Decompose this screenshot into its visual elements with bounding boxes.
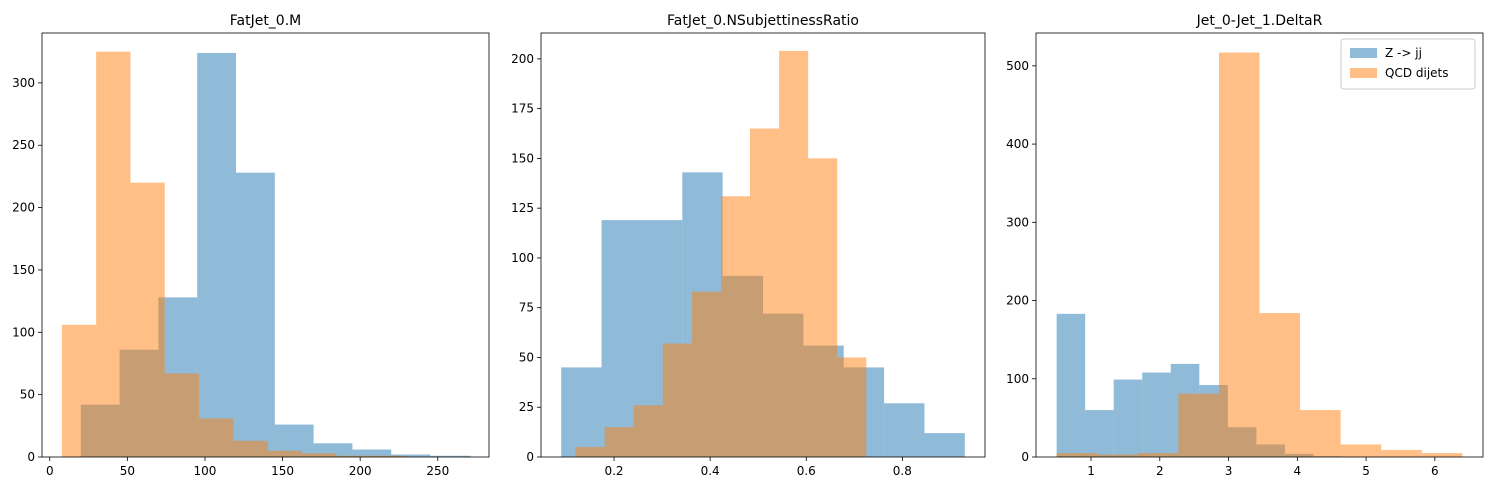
y-tick-label: 150 bbox=[511, 151, 534, 165]
y-tick-label: 50 bbox=[20, 388, 35, 402]
histogram-bar bbox=[662, 343, 692, 457]
subplot-2: 0.2 0.4 0.6 0.8 0 25 50 75 100 125 150 175 200 FatJet… bbox=[511, 13, 986, 478]
histogram-bar bbox=[691, 291, 721, 457]
histogram-bar bbox=[130, 182, 165, 457]
x-tick-label: 250 bbox=[426, 464, 449, 478]
histogram-bar bbox=[199, 418, 234, 457]
series-qcd-dijets bbox=[575, 50, 867, 457]
histogram-bar bbox=[1137, 453, 1179, 457]
x-tick-label: 3 bbox=[1225, 464, 1233, 478]
y-tick-label: 250 bbox=[12, 138, 35, 152]
histogram-bar bbox=[197, 52, 237, 457]
histogram-bar bbox=[750, 128, 780, 457]
subplot-title: FatJet_0.NSubjettinessRatio bbox=[667, 13, 859, 29]
x-tick-label: 1 bbox=[1087, 464, 1095, 478]
legend-entry-label: QCD dijets bbox=[1385, 66, 1449, 80]
y-tick-label: 0 bbox=[27, 450, 35, 464]
histogram-bar bbox=[267, 450, 302, 457]
y-tick-label: 200 bbox=[511, 52, 534, 66]
x-tick-label: 200 bbox=[349, 464, 372, 478]
histogram-bar bbox=[1113, 379, 1143, 457]
histogram-bar bbox=[1340, 444, 1382, 457]
histogram-bar bbox=[1097, 454, 1138, 457]
histogram-bar bbox=[1142, 372, 1171, 457]
y-tick-label: 125 bbox=[511, 201, 534, 215]
y-tick-label: 400 bbox=[1006, 137, 1029, 151]
series-qcd-dijets bbox=[61, 51, 405, 458]
subplot-title: FatJet_0.M bbox=[230, 13, 302, 29]
histogram-bar bbox=[575, 447, 605, 457]
x-tick-label: 0.6 bbox=[797, 464, 816, 478]
histogram-bar bbox=[1218, 52, 1260, 458]
histogram-bar bbox=[779, 50, 809, 457]
y-tick-label: 200 bbox=[12, 201, 35, 215]
histogram-bar bbox=[1056, 453, 1098, 457]
y-tick-label: 300 bbox=[1006, 215, 1029, 229]
x-tick-label: 0.4 bbox=[701, 464, 720, 478]
subplot-1: 0 50 100 150 200 250 0 50 100 150 200 250 300 FatJet_… bbox=[12, 13, 490, 478]
y-tick-label: 500 bbox=[1006, 59, 1029, 73]
y-tick-label: 200 bbox=[1006, 294, 1029, 308]
y-tick-label: 75 bbox=[519, 301, 534, 315]
series-qcd-dijets bbox=[1056, 52, 1463, 458]
histogram-bar bbox=[720, 196, 751, 457]
legend-swatch bbox=[1350, 68, 1377, 78]
histogram-bar bbox=[837, 357, 867, 457]
subplot-3: 1 2 3 4 5 6 0 100 200 300 400 500 Jet_0-Jet_1.DeltaR bbox=[1006, 13, 1484, 478]
axes-frame bbox=[1035, 32, 1484, 458]
y-tick-label: 0 bbox=[526, 450, 534, 464]
histogram-bar bbox=[1085, 410, 1114, 457]
histogram-bar bbox=[808, 158, 838, 457]
x-tick-label: 2 bbox=[1156, 464, 1164, 478]
histogram-bar bbox=[1259, 313, 1301, 457]
x-tick-label: 4 bbox=[1294, 464, 1302, 478]
legend: Z -> jj QCD dijets bbox=[1340, 38, 1476, 90]
x-tick-label: 0 bbox=[46, 464, 54, 478]
y-tick-label: 100 bbox=[1006, 372, 1029, 386]
y-tick-label: 175 bbox=[511, 102, 534, 116]
x-tick-label: 150 bbox=[271, 464, 294, 478]
y-tick-label: 0 bbox=[1021, 450, 1029, 464]
x-tick-label: 0.8 bbox=[893, 464, 912, 478]
histogram-bar bbox=[352, 449, 392, 457]
legend-swatch bbox=[1350, 48, 1377, 58]
y-tick-label: 25 bbox=[519, 400, 534, 414]
axes-frame bbox=[540, 32, 986, 458]
histogram-bar bbox=[391, 454, 431, 457]
histogram-bar bbox=[1421, 453, 1463, 457]
histogram-bar bbox=[884, 403, 925, 457]
subplot-title: Jet_0-Jet_1.DeltaR bbox=[1196, 13, 1323, 29]
histogram-bar bbox=[561, 367, 602, 457]
y-tick-label: 50 bbox=[519, 350, 534, 364]
histogram-bar bbox=[1300, 410, 1341, 457]
x-tick-label: 5 bbox=[1362, 464, 1370, 478]
axes-frame bbox=[41, 32, 490, 458]
y-tick-label: 300 bbox=[12, 76, 35, 90]
x-tick-label: 100 bbox=[194, 464, 217, 478]
histogram-bar bbox=[301, 453, 337, 457]
histogram-bar bbox=[1178, 393, 1219, 457]
histogram-bar bbox=[336, 455, 371, 457]
x-tick-label: 6 bbox=[1431, 464, 1439, 478]
histogram-bar bbox=[604, 427, 634, 457]
histogram-bar bbox=[236, 172, 275, 457]
histogram-bar bbox=[233, 440, 268, 457]
histogram-bar bbox=[1056, 313, 1086, 457]
histogram-bar bbox=[924, 433, 965, 457]
histogram-bar bbox=[164, 373, 200, 457]
y-tick-label: 150 bbox=[12, 263, 35, 277]
y-tick-label: 100 bbox=[12, 325, 35, 339]
x-tick-label: 0.2 bbox=[604, 464, 623, 478]
x-tick-label: 50 bbox=[120, 464, 135, 478]
histogram-bar bbox=[96, 51, 131, 458]
legend-entry-label: Z -> jj bbox=[1385, 46, 1422, 60]
histogram-bar bbox=[61, 324, 97, 457]
histogram-bar bbox=[633, 405, 663, 457]
y-tick-label: 100 bbox=[511, 251, 534, 265]
histogram-bar bbox=[370, 455, 405, 457]
histogram-bar bbox=[430, 455, 471, 457]
histogram-bar bbox=[1381, 449, 1422, 457]
